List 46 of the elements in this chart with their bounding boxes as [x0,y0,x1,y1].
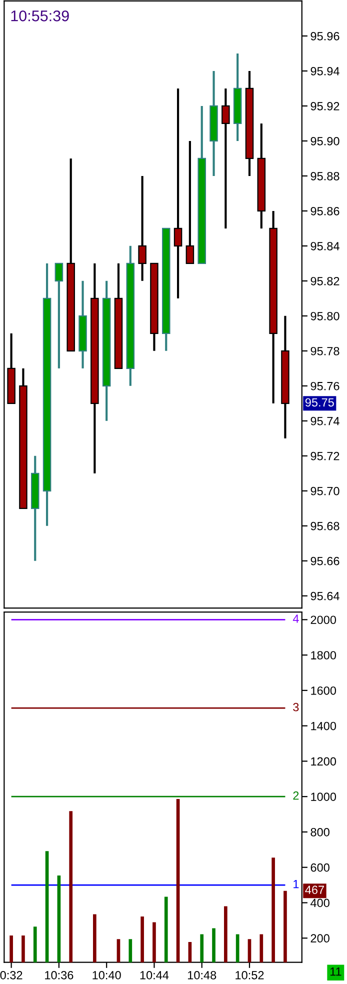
y-tick-label: 95.96 [310,32,340,40]
text: 467 [305,886,324,894]
candlestick [54,262,64,370]
x-tick-label: 10:36 [45,970,74,980]
x-tick-label: 0:32 [0,970,22,980]
candlestick [186,140,194,264]
text: 2 [293,791,299,800]
y-tick-label: 2000 [310,616,336,624]
y-tick-label: 95.82 [310,276,340,286]
text: 1 [294,880,299,888]
text: 3 [293,702,299,712]
y-tick-label: 95.80 [310,312,340,320]
text: 11 [330,968,342,976]
y-tick-label: 1200 [311,757,336,766]
y-tick-label: 95.78 [310,346,340,356]
y-tick-label: 95.92 [310,102,340,110]
candlestick [174,87,182,300]
chart-title: 10:55:39 [11,10,69,22]
y-tick-label: 95.94 [310,67,340,76]
y-tick-label: 1000 [311,792,336,801]
y-tick-label: 95.70 [310,486,340,496]
y-tick-label: 600 [310,863,330,872]
x-tick-label: 10:48 [188,970,216,980]
y-tick-label: 95.90 [310,136,340,146]
y-tick-label: 1600 [311,686,336,695]
y-tick-label: 1800 [311,651,336,660]
y-tick-label: 95.74 [310,416,340,426]
candlestick [138,174,146,282]
text: 4 [292,614,299,623]
y-tick-label: 95.66 [310,556,340,566]
x-tick-label: 10:52 [236,970,264,980]
y-tick-label: 95.88 [310,172,340,180]
annotation: 95.75 [305,398,334,407]
x-tick-label: 10:44 [140,970,169,980]
y-tick-label: 95.64 [310,592,340,600]
y-tick-label: 1400 [311,722,336,730]
y-tick-label: 95.76 [310,382,340,390]
y-tick-label: 800 [310,828,330,836]
y-tick-label: 95.72 [310,452,340,460]
y-tick-label: 95.86 [310,206,340,216]
y-tick-label: 200 [310,934,330,943]
x-tick-label: 10:40 [92,970,121,980]
candlestick [222,87,230,230]
y-tick-label: 95.68 [310,522,340,530]
y-tick-label: 400 [310,898,330,908]
y-tick-label: 95.84 [310,242,340,250]
